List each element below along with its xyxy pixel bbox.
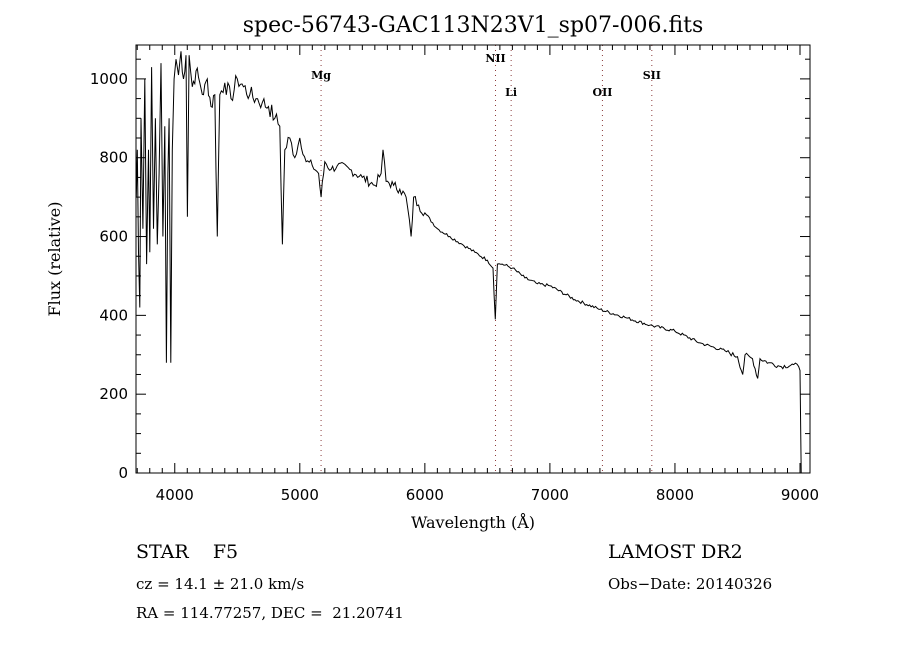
obs-date-label: Obs−Date: 20140326 (608, 575, 773, 593)
spectrum-line (135, 51, 802, 474)
x-tick-label: 7000 (531, 486, 569, 504)
axis-ticks: 4000 5000 6000 7000 8000 9000 0 200 400 600 800 100… (90, 45, 819, 504)
x-tick-label: 9000 (781, 486, 819, 504)
y-tick-label: 600 (99, 228, 128, 246)
spectral-line-label: OII (592, 86, 612, 99)
plot-frame (135, 44, 811, 474)
spectral-line-label: Mg (311, 69, 331, 82)
spectral-line-label: NII (485, 52, 505, 65)
spectral-line-label: SII (643, 69, 661, 82)
y-tick-label: 0 (118, 464, 128, 482)
x-tick-label: 4000 (156, 486, 194, 504)
redshift-label: cz = 14.1 ± 21.0 km/s (136, 575, 305, 593)
y-tick-label: 200 (99, 385, 128, 403)
coordinates-label: RA = 114.77257, DEC = 21.20741 (136, 604, 404, 622)
class-label: STAR F5 (136, 541, 239, 563)
y-tick-label: 800 (99, 149, 128, 167)
chart-title: spec-56743-GAC113N23V1_sp07-006.fits (243, 13, 704, 38)
spectral-line-label: Li (505, 86, 517, 99)
x-tick-label: 5000 (281, 486, 319, 504)
y-tick-label: 1000 (90, 70, 128, 88)
survey-label: LAMOST DR2 (608, 541, 743, 563)
spectral-line-markers: Mg NII Li OII SII (311, 45, 661, 473)
x-tick-label: 8000 (656, 486, 694, 504)
y-axis-label: Flux (relative) (45, 202, 64, 317)
x-tick-label: 6000 (406, 486, 444, 504)
x-axis-label: Wavelength (Å) (411, 512, 535, 532)
y-tick-label: 400 (99, 306, 128, 324)
